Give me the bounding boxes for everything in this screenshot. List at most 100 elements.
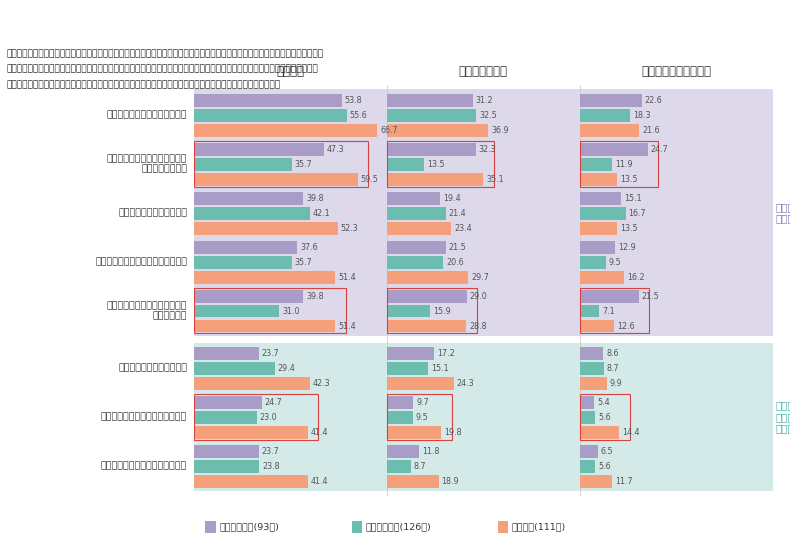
Bar — [580, 207, 626, 220]
Text: 13.5: 13.5 — [619, 224, 638, 233]
Bar — [194, 158, 292, 171]
Bar — [386, 411, 412, 424]
Bar — [386, 362, 428, 375]
Text: 21.6: 21.6 — [642, 126, 660, 135]
Bar — [386, 141, 494, 186]
Bar — [194, 124, 378, 137]
Text: 35.7: 35.7 — [295, 160, 313, 169]
Bar — [194, 271, 335, 283]
Text: 11.8: 11.8 — [422, 447, 439, 456]
Text: 35.1: 35.1 — [487, 175, 504, 184]
Text: 24.3: 24.3 — [457, 379, 474, 388]
Text: 59.5: 59.5 — [360, 175, 378, 184]
Text: 23.7: 23.7 — [261, 447, 280, 456]
Bar — [580, 362, 604, 375]
Bar — [580, 395, 630, 439]
Text: 11.7: 11.7 — [615, 477, 632, 486]
Bar — [194, 377, 310, 390]
Text: 51.4: 51.4 — [338, 322, 356, 330]
Bar — [194, 319, 335, 333]
Text: 19.8: 19.8 — [444, 428, 461, 437]
Bar — [194, 460, 259, 473]
Text: 5.6: 5.6 — [598, 462, 611, 471]
Text: 8.7: 8.7 — [413, 462, 426, 471]
Bar — [386, 395, 452, 439]
Bar — [580, 222, 617, 235]
Bar — [194, 426, 308, 439]
Bar — [386, 143, 476, 156]
Text: 優秀人材・
自律人材の
活躍の課題: 優秀人材・ 自律人材の 活躍の課題 — [776, 401, 790, 433]
Bar — [194, 109, 347, 122]
Bar — [386, 426, 441, 439]
Text: 人事支援ニーズ: 人事支援ニーズ — [458, 65, 508, 78]
Text: 15.1: 15.1 — [624, 194, 641, 203]
Text: 6.5: 6.5 — [600, 447, 613, 456]
Bar — [386, 124, 488, 137]
Bar — [580, 305, 599, 317]
Bar — [580, 347, 604, 360]
Bar — [580, 426, 619, 439]
Bar — [194, 143, 324, 156]
Bar — [580, 411, 595, 424]
Text: 52.3: 52.3 — [340, 224, 359, 233]
Bar — [386, 288, 477, 333]
Text: （現状の人事スタッフの力量やマンパワー、社外の専門家の具体的な候補の有無は考慮しなくてかまいません）。: （現状の人事スタッフの力量やマンパワー、社外の専門家の具体的な候補の有無は考慮し… — [6, 80, 280, 89]
Text: 21.5: 21.5 — [449, 243, 467, 252]
Text: 人材獲得・採用に苦戦している: 人材獲得・採用に苦戦している — [107, 111, 187, 119]
Text: 課題認識: 課題認識 — [276, 65, 304, 78]
Text: 人材獲得・
育成の課題: 人材獲得・ 育成の課題 — [776, 202, 790, 224]
Text: 20.6: 20.6 — [446, 258, 464, 267]
Text: 9.7: 9.7 — [416, 398, 429, 407]
Text: 22.6: 22.6 — [645, 96, 663, 105]
Bar — [194, 141, 368, 186]
Text: 15.1: 15.1 — [431, 364, 449, 373]
Bar — [194, 343, 773, 491]
Bar — [194, 288, 346, 333]
Text: 31.0: 31.0 — [282, 307, 299, 316]
Text: 社外専門家支援ニーズ: 社外専門家支援ニーズ — [641, 65, 711, 78]
Text: 13.5: 13.5 — [427, 160, 444, 169]
Bar — [194, 241, 297, 254]
Text: 23.0: 23.0 — [260, 413, 277, 422]
Bar — [580, 396, 595, 409]
Text: 人事部門からの積極的な関与・支援、または社外の専門家の知見提供や支援がほしいものを、それぞれいくつでもお選びください: 人事部門からの積極的な関与・支援、または社外の専門家の知見提供や支援がほしいもの… — [6, 65, 318, 73]
Text: 難しい仕事に挑戦する人が少ない: 難しい仕事に挑戦する人が少ない — [101, 413, 187, 421]
Bar — [194, 290, 303, 302]
Bar — [580, 290, 639, 302]
Text: 39.8: 39.8 — [307, 292, 324, 301]
Text: 36.9: 36.9 — [491, 126, 509, 135]
Bar — [194, 94, 342, 107]
Text: 24.7: 24.7 — [651, 145, 668, 154]
Bar — [386, 290, 467, 302]
Text: 28.8: 28.8 — [469, 322, 487, 330]
Bar — [386, 347, 434, 360]
Text: 8.7: 8.7 — [607, 364, 619, 373]
Bar — [386, 256, 443, 269]
Text: 24.7: 24.7 — [265, 398, 282, 407]
Bar — [386, 109, 476, 122]
Text: 32.3: 32.3 — [479, 145, 496, 154]
Bar — [194, 347, 259, 360]
Bar — [386, 396, 413, 409]
Bar — [386, 445, 419, 458]
Text: 21.4: 21.4 — [449, 209, 466, 218]
Text: 16.2: 16.2 — [627, 273, 645, 282]
Text: 29.0: 29.0 — [469, 292, 487, 301]
Text: 42.3: 42.3 — [313, 379, 331, 388]
Text: 7.1: 7.1 — [602, 307, 615, 316]
Bar — [580, 271, 624, 283]
Text: 9.9: 9.9 — [610, 379, 623, 388]
Text: ミドルマネジメント層の負担が
過重になっている: ミドルマネジメント層の負担が 過重になっている — [107, 154, 187, 174]
Text: 39.8: 39.8 — [307, 194, 324, 203]
Text: 12.6: 12.6 — [617, 322, 635, 330]
Text: 新人・若手社員の立ち上がりが遅い: 新人・若手社員の立ち上がりが遅い — [96, 257, 187, 266]
Bar — [386, 305, 431, 317]
Bar — [194, 89, 773, 336]
Text: 41.4: 41.4 — [310, 428, 328, 437]
Bar — [580, 124, 639, 137]
Text: 41.4: 41.4 — [310, 477, 328, 486]
Text: 55.6: 55.6 — [350, 111, 367, 120]
Bar — [580, 460, 595, 473]
Bar — [194, 173, 358, 186]
Text: 12.9: 12.9 — [618, 243, 636, 252]
